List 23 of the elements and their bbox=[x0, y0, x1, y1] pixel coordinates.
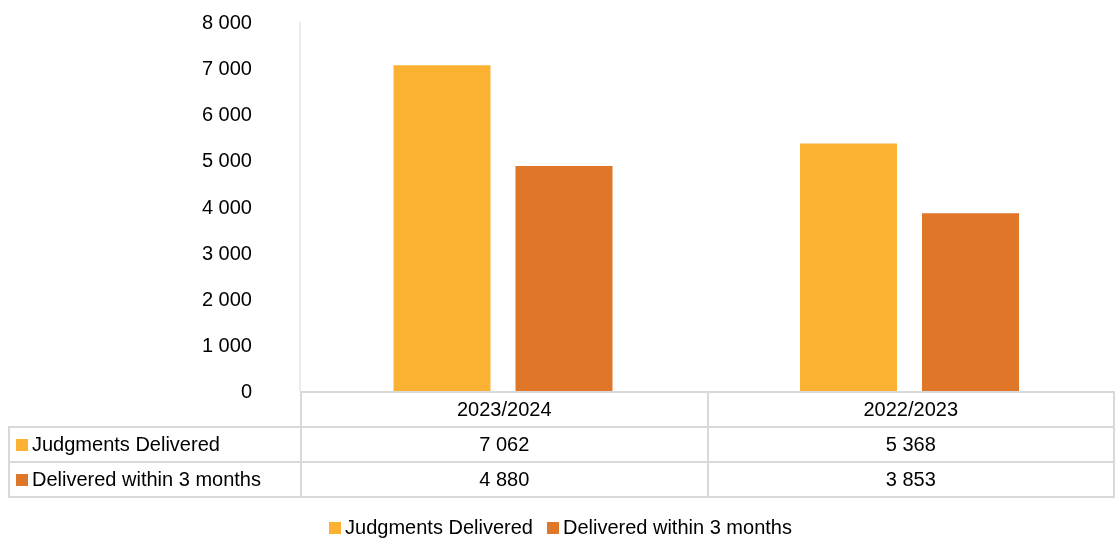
data-label: 7 062 bbox=[301, 427, 708, 462]
y-tick-label: 3 000 bbox=[201, 241, 252, 264]
y-tick-label: 6 000 bbox=[201, 103, 252, 126]
x-tick-label: 2023/2024 bbox=[301, 392, 708, 427]
legend-label: Judgments Delivered bbox=[345, 516, 533, 539]
data-label: 3 853 bbox=[707, 462, 1114, 497]
y-tick-label: 5 000 bbox=[201, 149, 252, 172]
y-tick-label: 1 000 bbox=[201, 333, 252, 356]
bar bbox=[922, 213, 1019, 391]
y-tick-label: 7 000 bbox=[201, 57, 252, 80]
y-tick-label: 8 000 bbox=[201, 11, 252, 34]
text: Delivered within 3 months bbox=[32, 468, 261, 490]
bar bbox=[393, 65, 491, 391]
data-label: 4 880 bbox=[301, 462, 708, 497]
legend-label: Delivered within 3 months bbox=[562, 516, 792, 539]
x-tick-label: 2022/2023 bbox=[707, 392, 1114, 427]
y-tick-label: 0 bbox=[240, 380, 252, 403]
y-tick-label: 2 000 bbox=[201, 287, 252, 310]
data-label: 5 368 bbox=[707, 427, 1114, 462]
y-tick-label: 4 000 bbox=[201, 195, 252, 218]
bar bbox=[515, 165, 613, 391]
bar bbox=[800, 143, 897, 391]
text: Judgments Delivered bbox=[32, 433, 220, 455]
